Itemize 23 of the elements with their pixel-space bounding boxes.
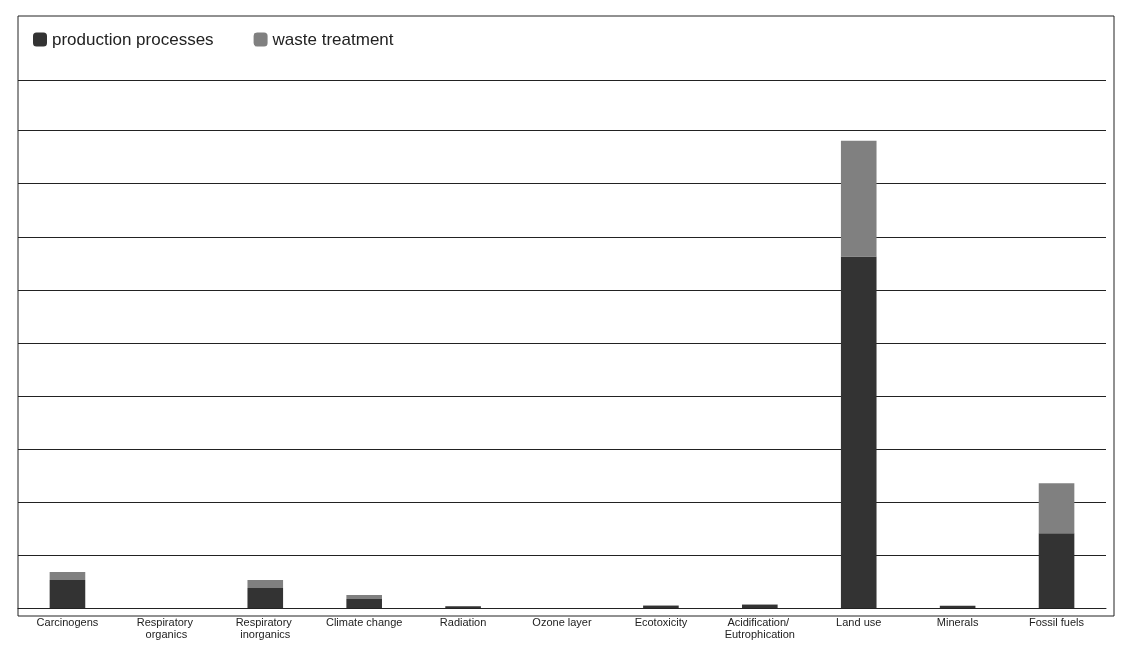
legend-label: production processes [52,30,214,49]
legend-label: waste treatment [271,30,394,49]
x-tick-label: Ozone layer [532,616,592,628]
bar [49,572,86,580]
x-tick-label: Minerals [936,616,979,628]
x-tick-label: Ecotoxicity [634,616,688,628]
bar [1038,533,1075,608]
x-tick-label: Fossil fuels [1029,616,1085,628]
x-tick-label: Respiratory organics [136,616,197,640]
bar [247,579,284,588]
x-tick-label: Radiation [439,616,487,628]
bar [1038,483,1075,534]
bar [840,140,877,257]
x-tick-label: Land use [836,616,882,628]
x-tick-label: Carcinogens [36,616,99,628]
x-tick-label: Acidification/ Eutrophication [724,616,795,640]
x-tick-label: Climate change [325,616,403,628]
bar [346,594,382,600]
x-tick-label: Respiratory inorganics [235,616,295,640]
bar [840,256,877,608]
bar [346,599,382,608]
bar [247,587,284,608]
bar [49,579,86,608]
